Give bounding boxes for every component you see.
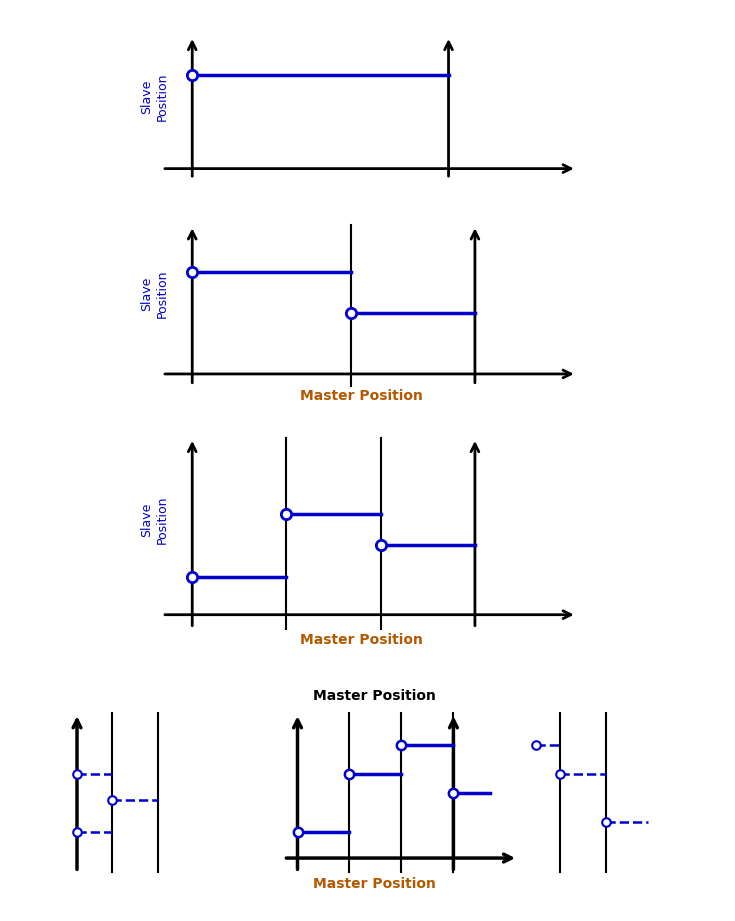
Text: Slave
Position: Slave Position bbox=[140, 73, 168, 122]
Point bbox=[187, 68, 198, 83]
Point bbox=[530, 738, 542, 752]
Point bbox=[281, 507, 293, 521]
Point bbox=[448, 786, 459, 800]
Text: Master Position: Master Position bbox=[301, 633, 423, 647]
Point bbox=[375, 538, 387, 553]
Point bbox=[554, 767, 566, 782]
Point bbox=[292, 824, 304, 839]
Point bbox=[71, 767, 83, 782]
Point bbox=[345, 306, 356, 321]
Point bbox=[600, 814, 612, 829]
Text: Master Position: Master Position bbox=[313, 689, 436, 703]
Text: Master Position: Master Position bbox=[313, 878, 436, 892]
Point bbox=[343, 767, 355, 782]
Point bbox=[71, 824, 83, 839]
Point bbox=[106, 793, 118, 808]
Point bbox=[187, 264, 198, 279]
Text: Slave
Position: Slave Position bbox=[140, 270, 168, 318]
Point bbox=[395, 738, 407, 752]
Text: Master Position: Master Position bbox=[301, 390, 423, 403]
Text: Slave
Position: Slave Position bbox=[140, 495, 168, 543]
Point bbox=[187, 569, 198, 584]
